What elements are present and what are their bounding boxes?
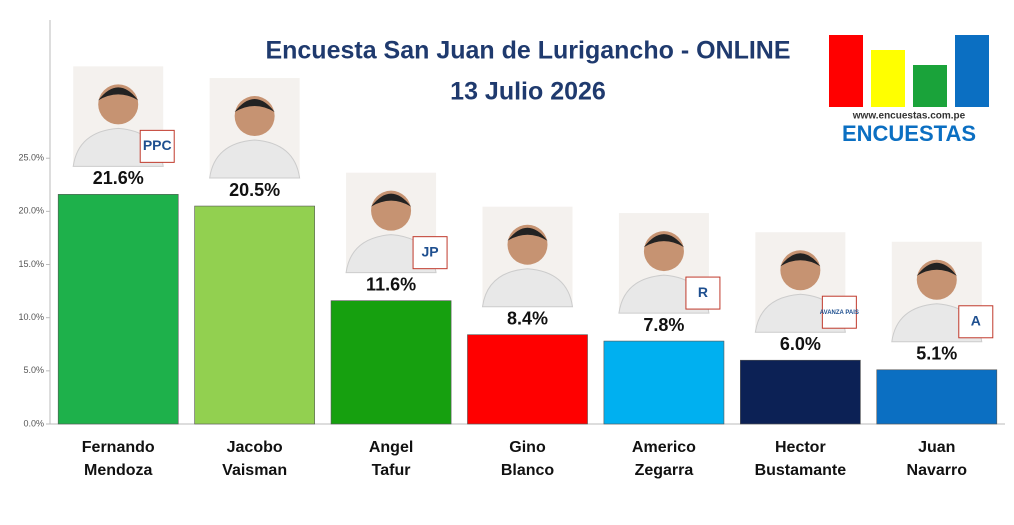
x-tick-label: Tafur: [372, 462, 411, 479]
logo-block: [913, 65, 947, 107]
candidate-hair: [371, 193, 412, 207]
logo-block: [829, 35, 863, 107]
logo-block: [955, 35, 989, 107]
party-logo-text: A: [971, 312, 981, 328]
x-tick-label: Zegarra: [635, 462, 694, 479]
chart-subtitle: 13 Julio 2026: [450, 78, 606, 106]
x-tick-label: Navarro: [907, 462, 968, 479]
party-logo-text: AVANZA PAIS: [820, 310, 859, 316]
bar: [330, 300, 452, 425]
candidate-silhouette: [481, 268, 574, 308]
party-logo: [412, 236, 448, 270]
x-tick-label: Bustamante: [755, 462, 847, 479]
chart-title: Encuesta San Juan de Lurigancho - ONLINE: [265, 37, 790, 65]
party-logo-text: JP: [422, 243, 439, 259]
x-tick-label: Americo: [632, 439, 696, 456]
logo-url: www.encuestas.com.pe: [852, 111, 966, 122]
candidate-hair: [780, 253, 821, 267]
y-tick-label: 5.0%: [23, 365, 44, 375]
party-logo-text: R: [698, 284, 708, 300]
party-logo: [821, 295, 857, 329]
value-label: 8.4%: [507, 308, 548, 328]
candidate-hair: [98, 87, 139, 101]
x-tick-label: Mendoza: [84, 462, 153, 479]
value-label: 7.8%: [643, 315, 684, 335]
bar: [876, 369, 998, 425]
x-tick-label: Juan: [918, 439, 955, 456]
x-tick-label: Angel: [369, 439, 413, 456]
party-logo: [958, 305, 994, 339]
candidate-hair: [234, 99, 275, 113]
y-tick-label: 25.0%: [18, 153, 44, 163]
x-tick-label: Jacobo: [227, 439, 283, 456]
bar: [57, 194, 179, 425]
value-label: 21.6%: [93, 168, 144, 188]
y-tick-label: 15.0%: [18, 259, 44, 269]
value-label: 6.0%: [780, 334, 821, 354]
party-logo: [685, 276, 721, 310]
x-tick-label: Gino: [509, 439, 546, 456]
y-tick-label: 10.0%: [18, 312, 44, 322]
bar: [194, 205, 315, 425]
brand-logo: www.encuestas.com.pe ENCUESTAS: [829, 35, 989, 146]
x-tick-label: Hector: [775, 439, 826, 456]
x-tick-label: Fernando: [82, 439, 155, 456]
candidate-hair: [643, 234, 684, 248]
x-tick-label: Blanco: [501, 462, 555, 479]
y-tick-label: 20.0%: [18, 206, 44, 216]
candidate-silhouette: [209, 139, 301, 179]
y-tick-label: 0.0%: [23, 418, 44, 428]
x-tick-label: Vaisman: [222, 462, 287, 479]
candidate-hair: [507, 227, 548, 241]
bar: [740, 359, 861, 425]
logo-block: [871, 50, 905, 107]
value-label: 11.6%: [366, 274, 416, 294]
value-label: 5.1%: [916, 344, 957, 364]
logo-name: ENCUESTAS: [842, 121, 976, 146]
candidate-hair: [916, 262, 957, 276]
value-label: 20.5%: [229, 180, 280, 200]
bar: [603, 340, 725, 425]
party-logo: [139, 129, 175, 163]
bar: [467, 334, 588, 425]
party-logo-text: PPC: [143, 137, 172, 153]
